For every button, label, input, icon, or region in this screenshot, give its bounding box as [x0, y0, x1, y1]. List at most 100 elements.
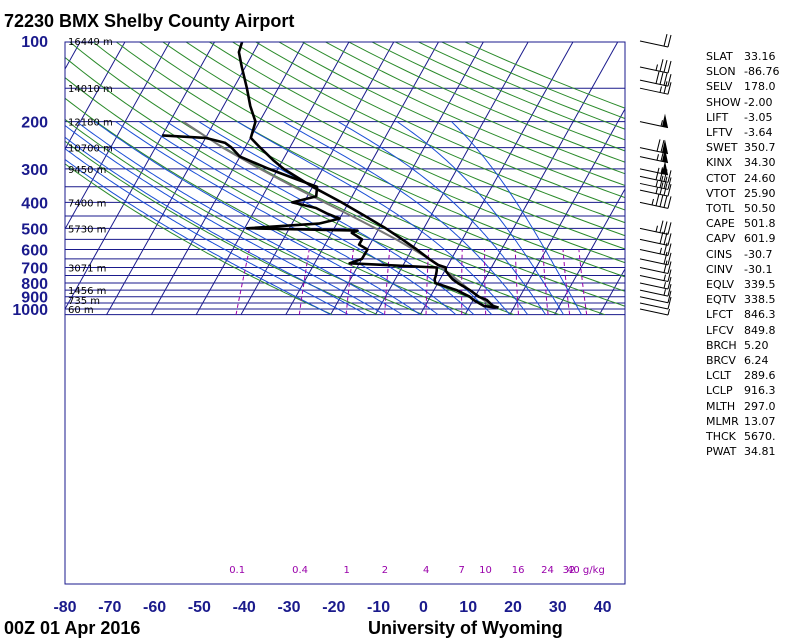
moist-adiabat	[337, 121, 547, 315]
temperature-tick-label: 10	[459, 599, 477, 616]
plot-frame	[64, 41, 626, 585]
height-label: 60 m	[68, 305, 94, 316]
isotherm-line	[195, 42, 350, 315]
height-label: 735 m	[68, 296, 100, 307]
index-value: 338.5	[744, 293, 776, 307]
dry-adiabat	[278, 42, 625, 199]
index-value: 849.8	[744, 323, 776, 337]
isotherm-line	[150, 42, 305, 315]
index-name: TOTL	[706, 202, 735, 216]
dry-adiabat	[301, 42, 625, 187]
index-name: MLTH	[706, 399, 736, 413]
index-row-lclp: LCLP 916.3	[706, 383, 792, 398]
isotherm-line	[464, 42, 619, 315]
temperature-profile	[237, 42, 499, 309]
moist-adiabat	[65, 124, 385, 316]
wind-barb	[639, 242, 672, 257]
index-name: EQLV	[706, 278, 735, 292]
wind-barb	[639, 260, 672, 274]
temperature-tick-label: 40	[594, 599, 612, 616]
index-row-mlth: MLTH 297.0	[706, 399, 792, 414]
index-value: 178.0	[744, 80, 776, 94]
moist-adiabat	[451, 121, 582, 315]
index-value: 846.3	[744, 308, 776, 322]
temperature-tick-label: -50	[188, 599, 211, 616]
index-name: CTOT	[706, 171, 736, 185]
wind-barb	[639, 231, 672, 246]
temperature-tick-label: -40	[233, 599, 256, 616]
index-row-show: SHOW -2.00	[706, 95, 792, 110]
index-name: CINS	[706, 247, 733, 261]
index-name: LFCV	[706, 323, 734, 337]
isotherm-line	[330, 42, 484, 315]
temperature-tick-label: 30	[549, 599, 567, 616]
wind-barb	[639, 34, 672, 48]
height-label: 14010 m	[68, 84, 113, 95]
pressure-tick-label: 400	[21, 195, 48, 212]
dry-adiabat	[65, 140, 378, 316]
index-row-lftv: LFTV -3.64	[706, 125, 792, 140]
dry-adiabat	[65, 97, 469, 316]
index-value: -3.64	[744, 126, 773, 140]
index-row-lfcv: LFCV 849.8	[706, 323, 792, 338]
pressure-tick-label: 900	[21, 290, 48, 307]
index-row-totl: TOTL 50.50	[706, 201, 792, 216]
dry-adiabat	[138, 42, 625, 278]
index-value: 350.7	[744, 141, 776, 155]
height-label: 10700 m	[68, 144, 113, 155]
index-name: SLON	[706, 65, 736, 79]
index-value: 34.30	[744, 156, 776, 170]
index-name: PWAT	[706, 445, 737, 459]
temperature-tick-label: -60	[143, 599, 166, 616]
wind-barbs	[639, 34, 672, 316]
index-row-pwat: PWAT 34.81	[706, 444, 792, 459]
height-label: 1456 m	[68, 286, 106, 297]
moist-adiabat	[65, 147, 349, 316]
pressure-tick-label: 800	[21, 276, 48, 293]
wind-barb	[639, 290, 672, 304]
index-row-brch: BRCH 5.20	[706, 338, 792, 353]
index-value: 50.50	[744, 202, 776, 216]
mixing-ratio-label: 1	[343, 565, 349, 576]
index-name: EQTV	[706, 293, 736, 307]
wind-barb	[639, 251, 672, 266]
wind-barb	[639, 113, 669, 129]
wind-barb	[639, 71, 672, 87]
stability-indices-table: SLAT 33.16 SLON -86.76 SELV 178.0 SHOW -2.00 LIF…	[706, 49, 792, 459]
height-label: 16449 m	[68, 37, 113, 48]
dry-adiabat	[65, 163, 333, 316]
index-name: LFCT	[706, 308, 733, 322]
dry-adiabat	[65, 76, 515, 316]
index-name: BRCV	[706, 354, 736, 368]
mixing-ratio-label: 0.1	[229, 565, 245, 576]
mixing-ratio-line	[542, 249, 549, 315]
index-value: 339.5	[744, 278, 776, 292]
wind-barb	[639, 148, 669, 164]
index-value: 33.16	[744, 50, 776, 63]
height-label: 3071 m	[68, 263, 106, 274]
dry-adiabat	[185, 42, 625, 250]
chart-title: 72230 BMX Shelby County Airport	[4, 11, 295, 31]
index-row-slat: SLAT 33.16	[706, 49, 792, 64]
mixing-ratio-label: 4	[423, 565, 429, 576]
temperature-tick-label: 20	[504, 599, 522, 616]
index-name: SWET	[706, 141, 738, 155]
mixing-ratio-label: 32	[563, 565, 576, 576]
index-name: LCLP	[706, 384, 733, 398]
temperature-tick-label: 0	[419, 599, 428, 616]
index-value: -30.7	[744, 247, 773, 261]
dry-adiabat	[347, 42, 625, 163]
index-value: 5670.	[744, 430, 776, 444]
index-value: 916.3	[744, 384, 776, 398]
index-value: 289.6	[744, 369, 776, 383]
height-label: 9450 m	[68, 165, 106, 176]
index-row-eqtv: EQTV 338.5	[706, 292, 792, 307]
moist-adiabat	[283, 121, 529, 315]
mixing-ratio-label: 16	[512, 565, 525, 576]
index-name: SELV	[706, 80, 733, 94]
moist-adiabat	[237, 121, 511, 316]
index-row-cinv: CINV -30.1	[706, 262, 792, 277]
moist-adiabat	[115, 121, 439, 316]
index-row-vtot: VTOT 25.90	[706, 186, 792, 201]
